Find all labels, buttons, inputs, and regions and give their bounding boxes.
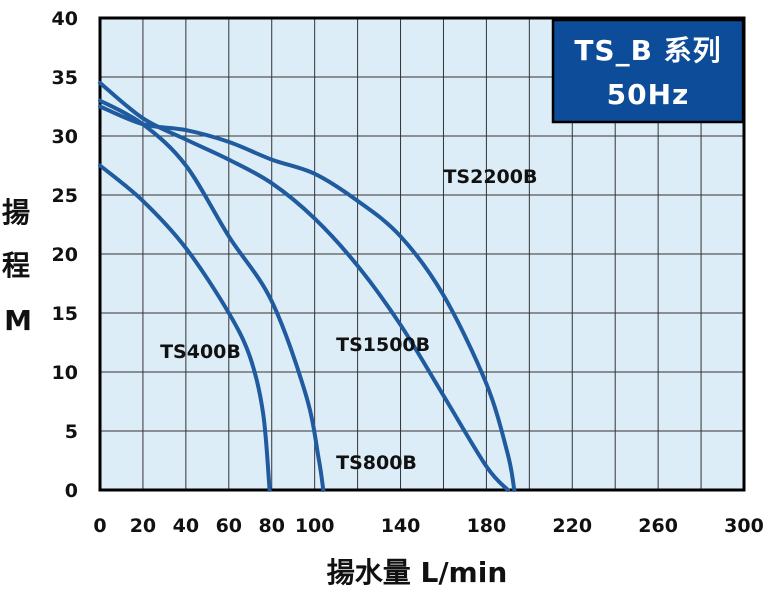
x-tick-label: 220 [552, 515, 592, 537]
series-label-ts1500b: TS1500B [336, 334, 430, 356]
title-badge: TS_B 系列 50Hz [551, 18, 745, 124]
y-tick-label: 20 [52, 244, 78, 266]
y-tick-label: 10 [52, 362, 78, 384]
y-axis-title-char-1: 揚 [2, 196, 30, 229]
x-tick-label: 140 [381, 515, 421, 537]
plot-frame [98, 16, 746, 492]
series-line-ts2200b [98, 104, 517, 492]
y-tick-label: 40 [52, 8, 78, 30]
y-axis-unit: M [4, 304, 32, 337]
series-line-ts1500b [98, 80, 510, 492]
y-tick-labels: 0 5 10 15 20 25 30 35 40 [52, 8, 78, 502]
grid-lines [100, 18, 744, 490]
series-line-ts800b [98, 98, 326, 492]
y-axis-title-char-2: 程 [2, 249, 30, 282]
title-badge-box [551, 18, 745, 124]
series-label-ts2200b: TS2200B [443, 166, 537, 188]
chart-subtitle: 50Hz [607, 78, 690, 111]
series-label-ts400b: TS400B [160, 341, 241, 363]
series-labels: TS400B TS800B TS1500B TS2200B [160, 166, 537, 474]
y-tick-label: 5 [65, 421, 78, 443]
y-tick-label: 30 [52, 126, 78, 148]
chart-title: TS_B 系列 [574, 34, 721, 67]
x-tick-label: 260 [638, 515, 678, 537]
x-tick-label: 0 [93, 515, 106, 537]
series-line-ts400b [98, 163, 272, 492]
x-tick-label: 180 [467, 515, 507, 537]
x-tick-label: 40 [173, 515, 199, 537]
y-tick-label: 0 [65, 480, 78, 502]
x-axis-title: 揚水量 L/min [327, 556, 508, 589]
x-tick-label: 80 [259, 515, 285, 537]
y-tick-label: 25 [52, 185, 78, 207]
x-tick-label: 60 [216, 515, 242, 537]
x-tick-label: 300 [724, 515, 764, 537]
x-tick-label: 20 [130, 515, 156, 537]
series-label-ts800b: TS800B [336, 452, 417, 474]
series-lines [98, 80, 517, 492]
x-tick-labels: 0 20 40 60 80 100 140 180 220 260 300 [93, 515, 763, 537]
y-tick-label: 35 [52, 67, 78, 89]
y-tick-label: 15 [52, 303, 78, 325]
x-tick-label: 100 [295, 515, 335, 537]
